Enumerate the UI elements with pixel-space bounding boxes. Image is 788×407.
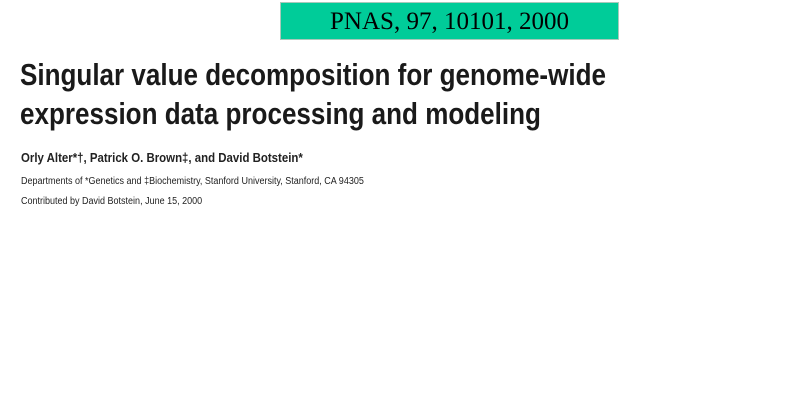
title-line: Singular value decomposition for genome-… bbox=[20, 57, 606, 92]
title-line: expression data processing and modeling bbox=[20, 96, 541, 131]
authors: Orly Alter*†, Patrick O. Brown‡, and Dav… bbox=[21, 150, 303, 165]
citation-badge: PNAS, 97, 10101, 2000 bbox=[280, 2, 619, 40]
contributed-by: Contributed by David Botstein, June 15, … bbox=[21, 196, 203, 207]
affiliation: Departments of *Genetics and ‡Biochemist… bbox=[21, 176, 364, 187]
paper-title: Singular value decomposition for genome-… bbox=[20, 55, 606, 133]
